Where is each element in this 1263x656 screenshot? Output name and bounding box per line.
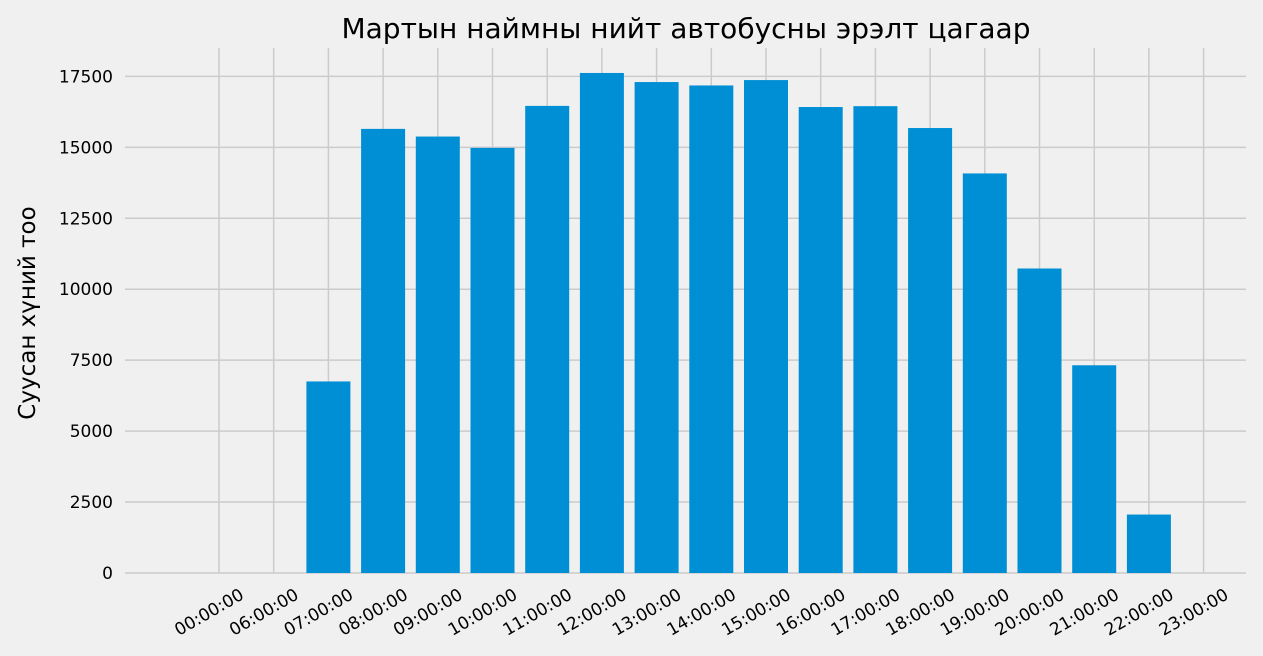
y-tick-label: 10000 xyxy=(59,280,113,300)
bar xyxy=(579,72,624,574)
bar-layer xyxy=(306,72,1171,574)
bar xyxy=(470,147,515,573)
y-tick-label: 12500 xyxy=(59,209,113,229)
bar xyxy=(853,106,898,574)
bar xyxy=(744,80,788,573)
bar xyxy=(634,82,679,574)
y-tick-label: 7500 xyxy=(70,351,113,371)
bar xyxy=(798,107,843,573)
bar xyxy=(1072,365,1117,573)
bar xyxy=(1017,268,1062,573)
y-tick-label: 17500 xyxy=(59,67,113,87)
bar xyxy=(962,173,1007,573)
bar xyxy=(689,85,734,573)
bar xyxy=(415,136,460,574)
y-tick-label: 5000 xyxy=(70,422,113,442)
bar xyxy=(1126,514,1171,573)
y-axis-label: Суусан хүний тоо xyxy=(15,206,41,419)
y-tick-labels: 0 2500 5000 7500 10000 12500 15000 17500 xyxy=(59,67,113,584)
bar xyxy=(306,381,351,573)
bar xyxy=(908,128,953,573)
y-tick-label: 2500 xyxy=(70,493,113,513)
bar xyxy=(525,105,570,573)
chart-title: Мартын наймны нийт автобусны эрэлт цагаа… xyxy=(341,12,1030,45)
x-tick-labels: 00:00:0006:00:0007:00:0008:00:0009:00:00… xyxy=(171,585,1232,641)
y-tick-label: 15000 xyxy=(59,138,113,158)
y-tick-label: 0 xyxy=(102,564,113,584)
bar xyxy=(361,128,406,574)
